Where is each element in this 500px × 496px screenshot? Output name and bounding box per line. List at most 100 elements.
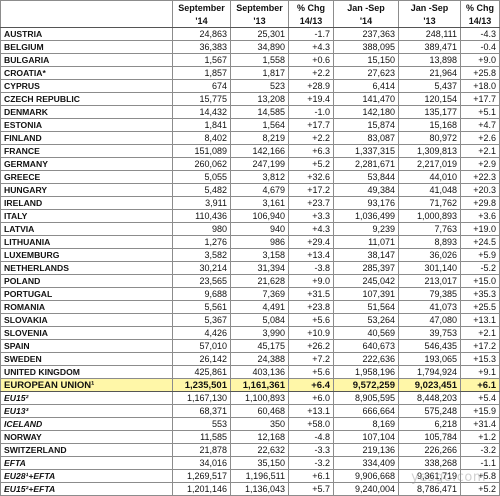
sep14-value: 1,235,501 [172, 378, 231, 392]
table-row: PORTUGAL 9,688 7,369 +31.5 107,391 79,385 +35.… [0, 287, 500, 301]
sep13-value: 12,168 [230, 430, 289, 444]
country-name: EUROPEAN UNION¹ [0, 378, 173, 392]
ytd14-value: 40,569 [333, 326, 399, 340]
table-row: SWEDEN 26,142 24,388 +7.2 222,636 193,065 +15.… [0, 352, 500, 366]
country-name: SLOVENIA [0, 326, 173, 340]
ytd14-value: 107,104 [333, 430, 399, 444]
ytd13-value: 248,111 [398, 27, 461, 41]
table-header: September September % Chg Jan -Sep Jan -… [0, 0, 500, 28]
table-row: UNITED KINGDOM 425,861 403,136 +5.6 1,958,19… [0, 365, 500, 379]
ytdchg-value: -5.2 [460, 261, 500, 275]
country-name: SWITZERLAND [0, 443, 173, 457]
ytdchg-value: +15.0 [460, 274, 500, 288]
sep14-value: 15,775 [172, 92, 231, 106]
chg-value: -3.8 [288, 261, 334, 275]
country-name: BELGIUM [0, 40, 173, 54]
table-row: EU13³ 68,371 60,468 +13.1 666,664 575,248 +15.… [0, 404, 500, 418]
country-name: LUXEMBURG [0, 248, 173, 262]
ytd14-value: 53,264 [333, 313, 399, 327]
sep14-value: 68,371 [172, 404, 231, 418]
sep14-value: 5,367 [172, 313, 231, 327]
country-name: SWEDEN [0, 352, 173, 366]
table-row: POLAND 23,565 21,628 +9.0 245,042 213,017 +15.… [0, 274, 500, 288]
table-row: SLOVENIA 4,426 3,990 +10.9 40,569 39,753 +2.1 [0, 326, 500, 340]
table-row: FINLAND 8,402 8,219 +2.2 83,087 80,972 +2.6 [0, 131, 500, 145]
header-chg: % Chg [288, 0, 334, 14]
ytdchg-value: +22.3 [460, 170, 500, 184]
sep14-value: 1,841 [172, 118, 231, 132]
ytdchg-value: +15.9 [460, 404, 500, 418]
table-row: HUNGARY 5,482 4,679 +17.2 49,384 41,048 +20.3 [0, 183, 500, 197]
ytdchg-value: +15.3 [460, 352, 500, 366]
chg-value: +28.9 [288, 79, 334, 93]
ytd13-value: 120,154 [398, 92, 461, 106]
chg-value: -3.3 [288, 443, 334, 457]
ytd13-value: 213,017 [398, 274, 461, 288]
sep13-value: 986 [230, 235, 289, 249]
ytd13-value: 193,065 [398, 352, 461, 366]
sep14-value: 3,582 [172, 248, 231, 262]
sep14-value: 24,863 [172, 27, 231, 41]
country-name: ICELAND [0, 417, 173, 431]
header-sep14: September [172, 0, 231, 14]
table-row: EU15² 1,167,130 1,100,893 +6.0 8,905,595 8,44… [0, 391, 500, 405]
ytd13-value: 47,080 [398, 313, 461, 327]
sep13-value: 7,369 [230, 287, 289, 301]
ytd14-value: 222,636 [333, 352, 399, 366]
sep13-value: 24,388 [230, 352, 289, 366]
chg-value: +23.7 [288, 196, 334, 210]
ytdchg-value: +2.9 [460, 157, 500, 171]
sep13-value: 1,161,361 [230, 378, 289, 392]
ytdchg-value: +4.7 [460, 118, 500, 132]
table-row: ROMANIA 5,561 4,491 +23.8 51,564 41,073 +25.5 [0, 300, 500, 314]
sep13-value: 8,219 [230, 131, 289, 145]
table-row: CROATIA* 1,857 1,817 +2.2 27,623 21,964 +25.8 [0, 66, 500, 80]
country-name: IRELAND [0, 196, 173, 210]
table-row: FRANCE 151,089 142,166 +6.3 1,337,315 1,309,8… [0, 144, 500, 158]
ytd14-value: 53,844 [333, 170, 399, 184]
country-name: FINLAND [0, 131, 173, 145]
chg-value: +9.0 [288, 274, 334, 288]
ytdchg-value: +18.0 [460, 79, 500, 93]
ytdchg-value: -3.2 [460, 443, 500, 457]
sep13-value: 21,628 [230, 274, 289, 288]
ytd14-value: 27,623 [333, 66, 399, 80]
sep13-value: 34,890 [230, 40, 289, 54]
ytd13-value: 39,753 [398, 326, 461, 340]
header-country-cell [0, 0, 173, 14]
table-row: SWITZERLAND 21,878 22,632 -3.3 219,136 226,26… [0, 443, 500, 457]
ytdchg-value: +17.2 [460, 339, 500, 353]
chg-value: -3.2 [288, 456, 334, 470]
chg-value: -1.0 [288, 105, 334, 119]
table-body: AUSTRIA 24,863 25,301 -1.7 237,363 248,111 -4.… [0, 27, 500, 496]
ytdchg-value: +6.1 [460, 378, 500, 392]
sep13-value: 13,208 [230, 92, 289, 106]
table-row: ITALY 110,436 106,940 +3.3 1,036,499 1,000,89… [0, 209, 500, 223]
ytd13-value: 36,026 [398, 248, 461, 262]
ytd13-value: 226,266 [398, 443, 461, 457]
sep13-value: 3,812 [230, 170, 289, 184]
ytd14-value: 9,239 [333, 222, 399, 236]
chg-value: +5.6 [288, 313, 334, 327]
country-name: CROATIA* [0, 66, 173, 80]
ytd14-value: 1,337,315 [333, 144, 399, 158]
ytdchg-value: +5.4 [460, 391, 500, 405]
ytdchg-value: +2.1 [460, 144, 500, 158]
ytd13-value: 21,964 [398, 66, 461, 80]
chg-value: +17.2 [288, 183, 334, 197]
ytd13-value: 13,898 [398, 53, 461, 67]
ytdchg-value: +25.5 [460, 300, 500, 314]
sep14-value: 110,436 [172, 209, 231, 223]
sep13-value: 22,632 [230, 443, 289, 457]
chg-value: +2.2 [288, 66, 334, 80]
ytd13-value: 80,972 [398, 131, 461, 145]
table-row: EUROPEAN UNION¹ 1,235,501 1,161,361 +6.4 9,5… [0, 378, 500, 392]
table-row: CYPRUS 674 523 +28.9 6,414 5,437 +18.0 [0, 79, 500, 93]
chg-value: +6.3 [288, 144, 334, 158]
sep13-value: 4,491 [230, 300, 289, 314]
ytdchg-value: +25.8 [460, 66, 500, 80]
ytd14-value: 388,095 [333, 40, 399, 54]
chg-value: +13.1 [288, 404, 334, 418]
sep14-value: 11,585 [172, 430, 231, 444]
